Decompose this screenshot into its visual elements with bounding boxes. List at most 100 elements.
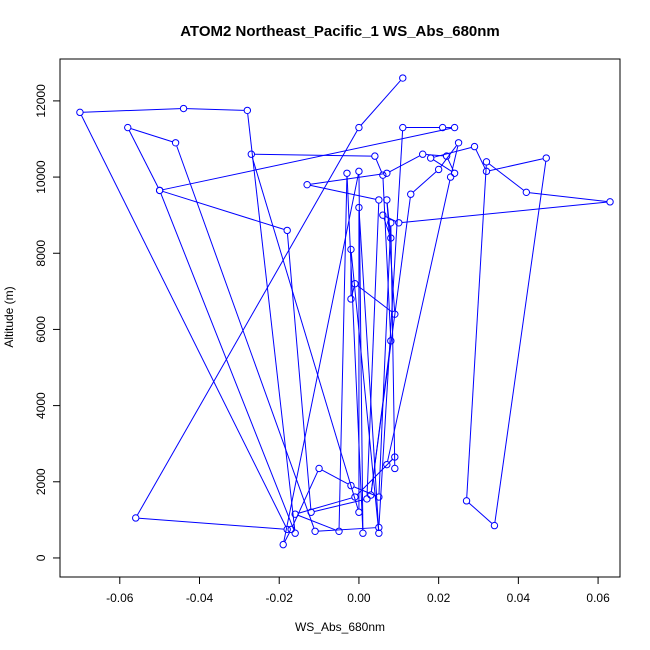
series-segment xyxy=(366,203,380,496)
y-axis-label: Altitude (m) xyxy=(2,286,16,347)
series-segment xyxy=(358,174,364,530)
series-segment xyxy=(353,486,376,497)
series-points xyxy=(76,74,614,549)
data-point xyxy=(383,196,391,204)
series-segment xyxy=(494,161,547,523)
x-tick-label: 0.02 xyxy=(427,591,451,605)
x-tick-label: 0.04 xyxy=(507,591,531,605)
data-point xyxy=(606,198,614,206)
series-segment xyxy=(489,158,544,172)
data-point xyxy=(283,525,291,534)
data-point xyxy=(462,497,471,505)
series-segment xyxy=(475,149,486,169)
series-segment xyxy=(440,145,457,168)
data-point xyxy=(279,540,287,549)
data-point xyxy=(450,169,459,177)
data-point xyxy=(387,337,395,345)
data-point xyxy=(387,219,395,227)
data-point xyxy=(375,523,383,532)
series-segment xyxy=(412,171,437,193)
data-point xyxy=(438,123,447,132)
data-point xyxy=(363,495,371,503)
data-point xyxy=(399,123,407,132)
series-segment xyxy=(468,502,493,524)
data-point xyxy=(355,123,363,132)
data-point xyxy=(375,529,383,537)
data-point xyxy=(379,171,387,179)
x-tick-label: -0.04 xyxy=(186,591,214,605)
x-tick-label: 0.00 xyxy=(347,591,371,605)
data-point xyxy=(391,453,399,461)
data-point xyxy=(367,491,375,499)
x-tick-label: -0.06 xyxy=(106,591,134,605)
data-point xyxy=(307,508,315,516)
series-segment xyxy=(529,192,607,202)
data-point xyxy=(124,123,132,132)
series-segment xyxy=(128,130,159,188)
data-point xyxy=(351,493,359,501)
y-tick-label: 4000 xyxy=(34,392,48,419)
series-segment xyxy=(176,145,315,529)
series-segment xyxy=(251,157,359,510)
series-segment xyxy=(286,233,312,509)
series-segment xyxy=(80,115,287,527)
data-point xyxy=(179,104,188,113)
series-segment xyxy=(162,190,285,230)
series-segment xyxy=(375,159,382,173)
series-segment xyxy=(357,285,393,313)
data-point xyxy=(482,167,491,176)
series-segment xyxy=(318,527,376,532)
data-point xyxy=(347,295,355,303)
y-tick-label: 10000 xyxy=(34,160,48,194)
data-point xyxy=(395,219,403,227)
series-segment xyxy=(390,226,396,466)
series-segment xyxy=(389,155,420,173)
series-segment xyxy=(298,497,352,514)
data-point xyxy=(291,510,299,518)
series-segment xyxy=(160,193,295,531)
x-tick-label: -0.02 xyxy=(266,591,294,605)
data-point xyxy=(391,464,399,473)
data-point xyxy=(359,529,367,537)
x-axis-label: WS_Abs_680nm xyxy=(295,620,385,634)
data-point xyxy=(155,186,164,195)
data-point xyxy=(399,74,407,82)
data-point xyxy=(355,508,363,516)
data-point xyxy=(426,154,435,162)
data-point xyxy=(379,211,387,219)
data-point xyxy=(522,188,531,197)
series-segment xyxy=(488,163,524,191)
data-point xyxy=(419,150,427,158)
series-segment xyxy=(136,130,358,516)
data-point xyxy=(450,123,459,132)
y-tick-label: 0 xyxy=(34,554,48,561)
series-segment xyxy=(139,517,284,530)
data-point xyxy=(315,464,323,473)
data-point xyxy=(454,139,463,147)
y-axis: 0 2000 4000 6000 8000 10000 12000 xyxy=(34,84,61,561)
series-segment xyxy=(350,252,380,530)
data-point xyxy=(383,460,391,469)
series-segment xyxy=(382,178,392,338)
series-segment xyxy=(284,532,291,542)
series-segment xyxy=(402,201,607,223)
series-segment xyxy=(346,176,364,530)
data-point xyxy=(387,234,395,242)
data-point xyxy=(375,493,383,501)
data-point xyxy=(355,167,363,176)
series-segment xyxy=(321,469,349,485)
data-point xyxy=(243,106,252,115)
data-point xyxy=(470,142,479,151)
data-point xyxy=(287,525,295,534)
data-point xyxy=(391,310,399,318)
series-segment xyxy=(298,514,337,531)
series-segment xyxy=(338,176,348,528)
data-point xyxy=(347,245,355,254)
data-point xyxy=(283,226,291,235)
series-segment xyxy=(186,108,244,111)
data-point xyxy=(434,165,443,174)
series-segment xyxy=(387,180,451,462)
series-segment xyxy=(247,113,296,530)
data-point xyxy=(375,196,383,204)
